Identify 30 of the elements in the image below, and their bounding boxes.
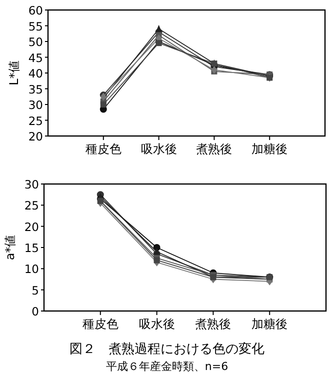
x-tick-label: 種皮色 <box>82 317 118 331</box>
y-tick-label: 30 <box>28 98 43 112</box>
y-tick-label: 40 <box>28 66 43 80</box>
x-tick-label: 加糖後 <box>252 317 288 331</box>
text: 平成６年産金時類、n=6 <box>106 360 228 373</box>
caption: 図２ 煮熟過程における色の変化 <box>70 341 264 357</box>
x-tick-label: 煮熟後 <box>195 317 232 331</box>
y-tick-label: 15 <box>24 241 39 255</box>
point <box>211 66 218 74</box>
y-tick-label: 20 <box>24 220 39 234</box>
x-tick-label: 吸水後 <box>140 142 177 156</box>
y-tick-label: 5 <box>32 283 39 298</box>
y-tick-label: 25 <box>24 198 39 213</box>
y-tick-label: 10 <box>24 262 39 276</box>
y-tick-label: 60 <box>28 4 43 18</box>
y-tick-label: 50 <box>28 35 43 49</box>
y-axis-title: a*値 <box>3 234 17 260</box>
x-tick-label: 種皮色 <box>85 142 122 156</box>
y-tick-label: 30 <box>24 178 39 192</box>
point <box>100 102 106 108</box>
y-tick-label: 45 <box>28 50 43 65</box>
y-axis-title: L*値 <box>7 60 21 86</box>
y-tick-label: 20 <box>28 130 43 144</box>
y-tick-label: 35 <box>28 82 43 96</box>
y-tick-label: 55 <box>28 19 43 34</box>
y-tick-label: 25 <box>28 114 43 128</box>
x-tick-label: 加糖後 <box>252 142 288 156</box>
x-tick-label: 煮熟後 <box>196 142 232 156</box>
y-tick-label: 0 <box>32 304 39 318</box>
x-tick-label: 吸水後 <box>138 317 175 331</box>
